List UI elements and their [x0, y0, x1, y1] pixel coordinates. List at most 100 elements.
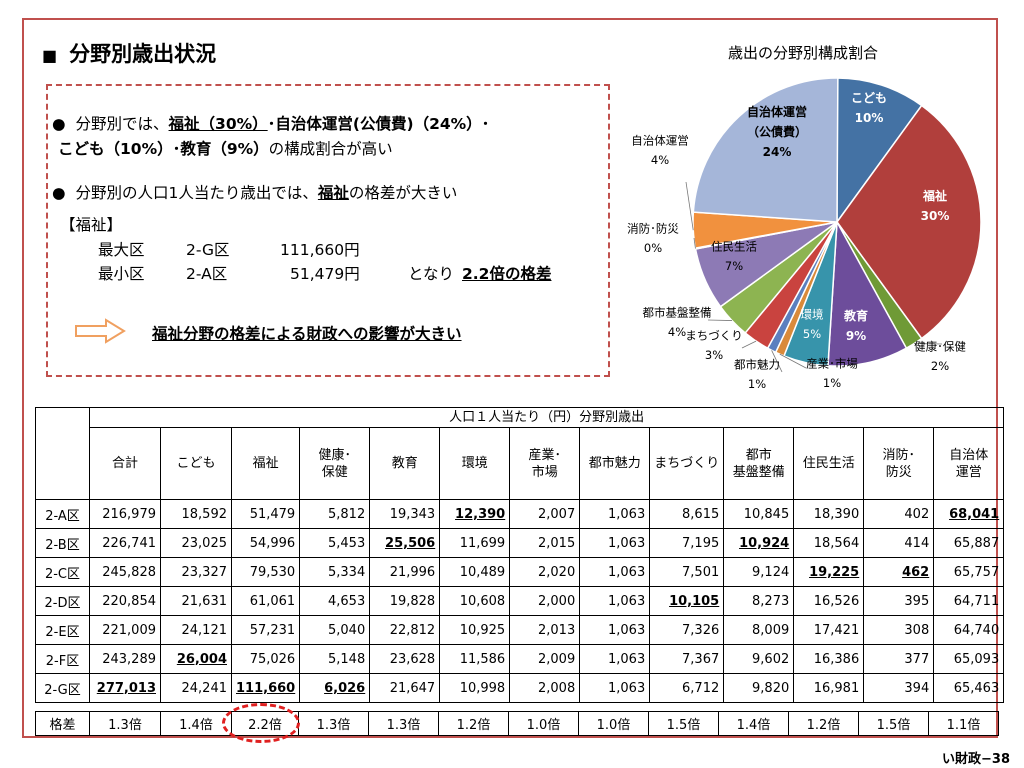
- pie-label: 健康･保健: [914, 339, 966, 353]
- max-ward-value: 111,660円: [280, 241, 360, 259]
- value-cell: 2,009: [509, 644, 581, 674]
- summary-line-3: ● 分野別の人口1人当たり歳出では、福祉の格差が大きい: [52, 184, 458, 202]
- pie-label: 産業･市場: [806, 356, 858, 370]
- value-cell: 16,386: [793, 644, 865, 674]
- pie-label: 消防･防災: [627, 221, 679, 235]
- value-cell: 2,007: [509, 499, 581, 529]
- ward-cell: 2-A区: [35, 499, 90, 529]
- ratio-cell: 1.5倍: [648, 711, 719, 736]
- pie-label: 1%: [748, 377, 766, 391]
- value-cell: 68,041: [933, 499, 1005, 529]
- value-cell: 21,647: [369, 673, 441, 703]
- summary-line-1: ● 分野別では、福祉（30%）･自治体運営(公債費)（24%）･: [52, 115, 490, 133]
- value-cell: 19,225: [793, 557, 865, 587]
- pie-label: （公債費）: [747, 124, 807, 139]
- value-cell: 7,195: [649, 528, 725, 558]
- pie-label: 7%: [725, 259, 743, 273]
- page-title: ■ 分野別歳出状況: [42, 38, 216, 68]
- max-ward-name: 2-G区: [186, 241, 230, 259]
- column-header: 環境: [439, 427, 511, 500]
- value-cell: 65,093: [933, 644, 1005, 674]
- table-row: 2-A区 216,979 18,592 51,479 5,812 19,343 12,390…: [35, 499, 1005, 529]
- value-cell: 10,925: [439, 615, 511, 645]
- pie-label: 4%: [668, 325, 686, 339]
- value-cell: 5,334: [299, 557, 371, 587]
- pie-label: 教育: [843, 308, 868, 323]
- value-cell: 61,061: [230, 586, 301, 616]
- value-cell: 9,820: [723, 673, 795, 703]
- value-cell: 19,828: [369, 586, 441, 616]
- value-cell: 79,530: [230, 557, 301, 587]
- value-cell: 19,343: [369, 499, 441, 529]
- pie-label: こども: [851, 91, 887, 105]
- value-cell: 7,326: [649, 615, 725, 645]
- ratio-cell: 1.0倍: [578, 711, 649, 736]
- value-cell: 10,998: [439, 673, 511, 703]
- ratio-cell: 1.4倍: [160, 711, 232, 736]
- value-cell: 22,812: [369, 615, 441, 645]
- ratio-cell: 1.3倍: [368, 711, 439, 736]
- ratio-cell: 1.1倍: [928, 711, 999, 736]
- max-ward-label: 最大区: [98, 241, 145, 259]
- pie-label: 1%: [823, 376, 841, 390]
- value-cell: 1,063: [579, 499, 651, 529]
- value-cell: 64,740: [933, 615, 1005, 645]
- value-cell: 65,887: [933, 528, 1005, 558]
- pie-slice: [827, 219, 908, 367]
- value-cell: 9,602: [723, 644, 795, 674]
- value-cell: 2,000: [509, 586, 581, 616]
- column-header: 合計: [89, 427, 161, 500]
- group-header: 人口１人当たり（円）分野別歳出: [88, 407, 1005, 428]
- value-cell: 394: [863, 673, 935, 703]
- value-cell: 1,063: [579, 615, 651, 645]
- value-cell: 5,148: [299, 644, 371, 674]
- ward-cell: 2-D区: [35, 586, 90, 616]
- value-cell: 462: [863, 557, 935, 587]
- value-cell: 8,009: [723, 615, 795, 645]
- ward-cell: 2-F区: [35, 644, 90, 674]
- table-row: 2-C区 245,828 23,327 79,530 5,334 21,996 10,489…: [35, 557, 1005, 587]
- value-cell: 5,453: [299, 528, 371, 558]
- value-cell: 25,506: [369, 528, 441, 558]
- ward-cell: 2-E区: [35, 615, 90, 645]
- value-cell: 1,063: [579, 557, 651, 587]
- value-cell: 10,608: [439, 586, 511, 616]
- ward-cell: 2-B区: [35, 528, 90, 558]
- value-cell: 18,390: [793, 499, 865, 529]
- value-cell: 23,628: [369, 644, 441, 674]
- value-cell: 6,712: [649, 673, 725, 703]
- disparity-result: 2.2倍の格差: [462, 265, 552, 283]
- pie-label: 0%: [644, 241, 662, 255]
- value-cell: 21,631: [160, 586, 232, 616]
- column-header: 消防･ 防災: [863, 427, 935, 500]
- table-row: 2-F区 243,289 26,004 75,026 5,148 23,628 11,586…: [35, 644, 1005, 674]
- value-cell: 1,063: [579, 586, 651, 616]
- column-header: 住民生活: [793, 427, 865, 500]
- pie-label: 環境: [801, 307, 824, 321]
- page-number: い財政−38: [942, 752, 1010, 767]
- ratio-cell: 1.2倍: [438, 711, 509, 736]
- conclusion-text: 福祉分野の格差による財政への影響が大きい: [152, 325, 462, 343]
- value-cell: 51,479: [230, 499, 301, 529]
- pie-leader-line: [741, 340, 757, 349]
- pie-label: 2%: [931, 359, 949, 373]
- value-cell: 1,063: [579, 673, 651, 703]
- pie-label: 5%: [803, 327, 821, 341]
- value-cell: 277,013: [89, 673, 161, 703]
- value-cell: 5,040: [299, 615, 371, 645]
- value-cell: 18,564: [793, 528, 865, 558]
- value-cell: 10,924: [723, 528, 795, 558]
- pie-label: 都市基盤整備: [643, 305, 712, 319]
- pie-leader-line: [779, 353, 807, 369]
- pie-label: 都市魅力: [734, 357, 780, 371]
- table-row: 2-E区 221,009 24,121 57,231 5,040 22,812 10,925…: [35, 615, 1005, 645]
- ratio-cell: 1.3倍: [298, 711, 369, 736]
- ward-cell: 2-G区: [35, 673, 90, 703]
- pie-label: まちづくり: [685, 328, 743, 342]
- value-cell: 243,289: [89, 644, 161, 674]
- value-cell: 2,020: [509, 557, 581, 587]
- pie-label: 10%: [855, 111, 884, 125]
- pie-label: 30%: [921, 209, 950, 223]
- value-cell: 9,124: [723, 557, 795, 587]
- value-cell: 23,025: [160, 528, 232, 558]
